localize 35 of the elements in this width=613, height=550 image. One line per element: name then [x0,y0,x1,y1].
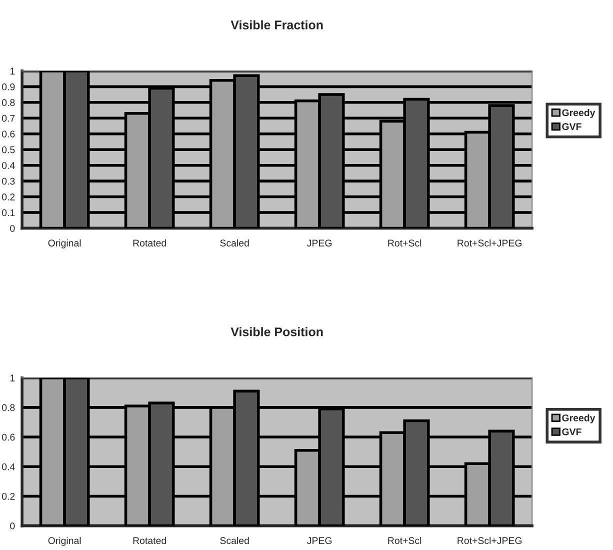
y-tick-label: 1 [10,68,15,74]
legend-label: GVF [562,123,582,130]
y-tick-label: 0.4 [2,463,15,470]
y-tick-label: 0.7 [2,114,15,122]
chart-title: Visible Position [230,327,323,336]
y-tick-label: 0.8 [2,404,15,412]
x-tick-label: Rot+Scl+JPEG [458,536,522,544]
y-tick-label: 0.6 [2,130,15,138]
y-tick-label: 0.9 [2,83,15,90]
legend-label: Greedy [562,414,596,424]
x-tick-label: Rot+Scl [388,536,422,544]
y-tick-label: 1 [10,374,15,382]
x-tick-label: Rot+Scl+JPEG [458,239,522,246]
y-tick-label: 0.3 [2,178,15,185]
x-tick-label: JPEG [307,240,332,246]
x-tick-label: Rot+Scl [388,239,422,246]
x-tick-label: Original [48,239,81,248]
x-tick-label: Original [48,536,81,546]
y-tick-label: 0.6 [2,434,15,441]
y-tick-label: 0 [10,522,15,530]
y-tick-label: 0.2 [2,194,15,200]
legend-label: GVF [562,428,582,436]
y-tick-label: 0.1 [2,209,15,216]
chart-title: Visible Fraction [230,20,323,30]
y-tick-label: 0.8 [2,99,15,106]
x-tick-label: Scaled [220,536,249,544]
x-tick-label: Rotated [133,239,166,246]
x-tick-label: JPEG [307,537,332,544]
y-tick-label: 0.4 [2,162,15,169]
x-tick-label: Rotated [133,536,166,544]
y-tick-label: 0.5 [2,146,15,154]
legend-label: Greedy [562,108,596,118]
y-tick-label: 0.2 [2,492,15,500]
x-tick-label: Scaled [220,239,249,246]
y-tick-label: 0 [10,224,15,232]
